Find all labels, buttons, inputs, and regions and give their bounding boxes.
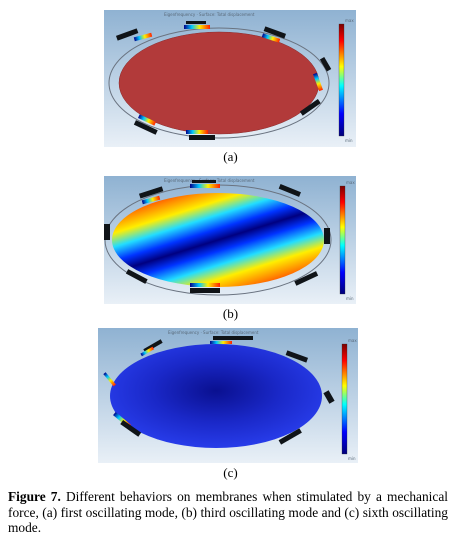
membrane-plot-a: Eigenfrequency · Surface: Total displace…: [104, 10, 356, 147]
cantilever-icon: [104, 180, 330, 293]
figure-panel-b: Eigenfrequency · Surface: Total displace…: [104, 176, 356, 304]
svg-text:Eigenfrequency · Surface: Tota: Eigenfrequency · Surface: Total displace…: [164, 12, 255, 17]
figure-number: Figure 7.: [8, 489, 61, 504]
svg-text:min: min: [346, 296, 354, 301]
membrane-icon: [110, 344, 322, 448]
svg-text:max: max: [348, 338, 357, 343]
figure-caption-text: Different behaviors on membranes when st…: [8, 489, 449, 535]
figure-caption: Figure 7. Different behaviors on membran…: [8, 489, 448, 536]
figure-panel-c: Eigenfrequency · Surface: Total displace…: [98, 328, 358, 463]
svg-text:max: max: [346, 180, 355, 185]
colorbar-icon: [338, 23, 345, 137]
panel-label-a: (a): [223, 149, 238, 164]
cantilever-icon: [115, 21, 332, 140]
panel-label-b: (b): [222, 306, 239, 321]
cantilever-icon: [103, 336, 335, 445]
membrane-icon: [112, 193, 324, 287]
membrane-plot-c: Eigenfrequency · Surface: Total displace…: [98, 328, 358, 463]
svg-text:Eigenfrequency · Surface: Tota: Eigenfrequency · Surface: Total displace…: [168, 330, 259, 335]
svg-text:min: min: [345, 138, 353, 143]
colorbar-icon: [339, 185, 346, 295]
figure-panel-a: Eigenfrequency · Surface: Total displace…: [104, 10, 356, 147]
colorbar-icon: [341, 343, 348, 455]
svg-text:min: min: [348, 456, 356, 461]
membrane-icon: [118, 31, 320, 135]
membrane-plot-b: Eigenfrequency · Surface: Total displace…: [104, 176, 356, 304]
panel-label-c: (c): [223, 465, 238, 480]
svg-text:max: max: [345, 18, 354, 23]
